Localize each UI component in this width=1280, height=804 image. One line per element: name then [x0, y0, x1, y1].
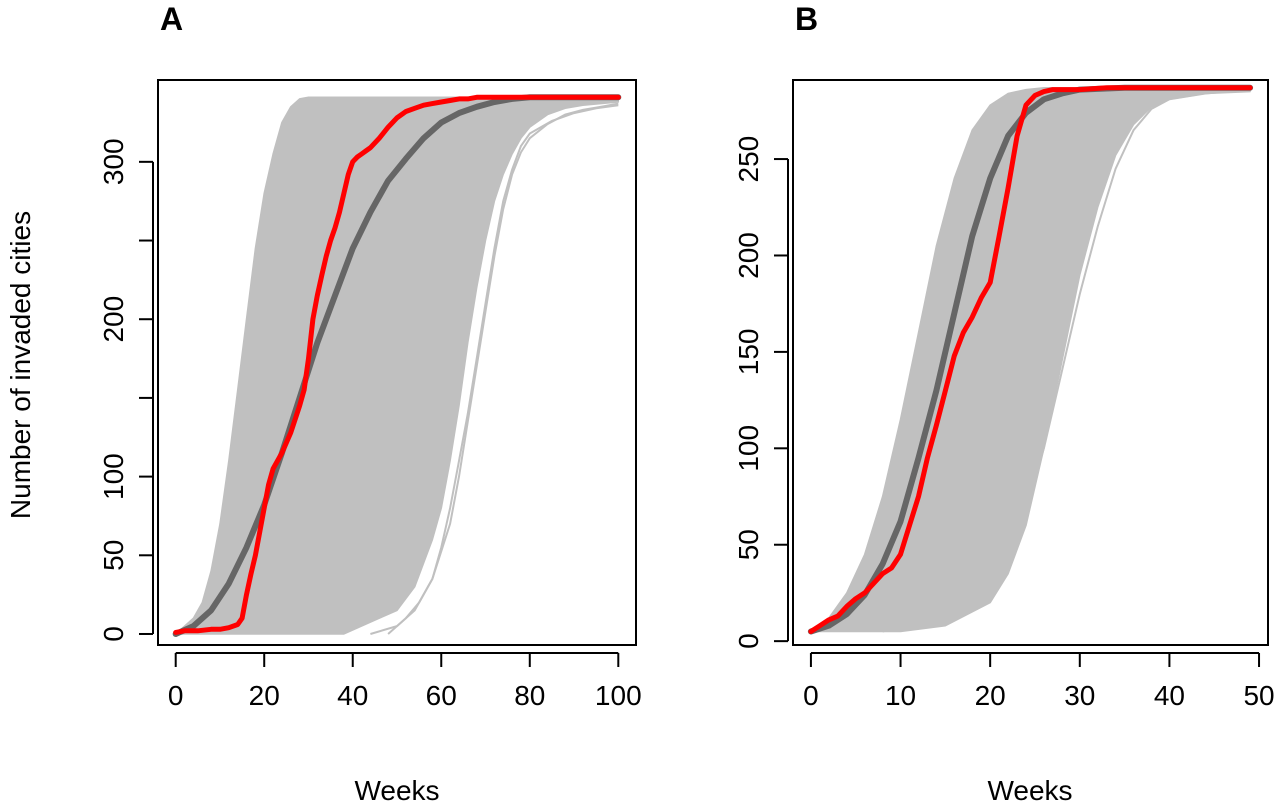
panel-b-simulation-run-0 — [882, 88, 1251, 633]
panel-b-x-tick-label-40: 40 — [1154, 680, 1185, 711]
panel-b-x-tick-label-50: 50 — [1243, 680, 1274, 711]
panel-a-y-tick-label-100: 100 — [98, 453, 129, 500]
panel-a-x-axis-title: Weeks — [354, 775, 439, 804]
panel-a-series-layer — [172, 94, 622, 637]
panel-a-x-tick-label-20: 20 — [249, 680, 280, 711]
panel-a-x-tick-label-0: 0 — [168, 680, 184, 711]
panel-b-envelope-layer — [810, 86, 1251, 633]
panel-b-x-tick-label-10: 10 — [885, 680, 916, 711]
panel-a-y-tick-label-0: 0 — [98, 626, 129, 642]
panel-a-y-tick-label-200: 200 — [98, 296, 129, 343]
panel-b-y-tick-label-200: 200 — [733, 232, 764, 279]
panel-a-y-tick-label-50: 50 — [98, 540, 129, 571]
panel-a-observed-curve — [173, 94, 621, 635]
panel-b-observed-curve — [808, 85, 1253, 634]
panel-a-envelope-layer — [174, 96, 620, 635]
panel-b-x-tick-label-30: 30 — [1064, 680, 1095, 711]
panel-a: A 0 20 40 60 80 100 0 50 100 200 300 Weeks — [98, 1, 642, 804]
panel-b-x-tick-label-0: 0 — [803, 680, 819, 711]
panel-a-x-tick-label-60: 60 — [426, 680, 457, 711]
panel-b-x-axis: 0 10 20 30 40 50 — [803, 652, 1275, 711]
panel-a-plot-frame — [157, 79, 637, 646]
panel-a-y-tick-label-300: 300 — [98, 138, 129, 185]
panel-b-x-tick-label-20: 20 — [975, 680, 1006, 711]
panel-a-y-axis: 0 50 100 200 300 — [98, 138, 154, 642]
panel-b-x-axis-title: Weeks — [987, 775, 1072, 804]
panel-b-y-tick-label-100: 100 — [733, 425, 764, 472]
panel-a-x-tick-label-40: 40 — [337, 680, 368, 711]
panel-a-simulation-run-1 — [370, 102, 619, 635]
shared-y-axis-title: Number of invaded cities — [5, 211, 36, 519]
panel-b-y-tick-label-0: 0 — [733, 633, 764, 649]
panel-b-y-axis: 0 50 100 150 200 250 — [733, 136, 789, 649]
panel-b: B 0 10 20 30 40 50 0 50 100 150 200 250 Weeks — [733, 1, 1275, 804]
panel-b-y-tick-label-150: 150 — [733, 329, 764, 376]
panel-b-simulation-band — [810, 86, 1251, 633]
panel-a-x-tick-label-100: 100 — [595, 680, 642, 711]
panel-a-label: A — [160, 1, 183, 37]
panel-b-y-tick-label-250: 250 — [733, 136, 764, 183]
panel-b-label: B — [795, 1, 818, 37]
panel-a-x-axis: 0 20 40 60 80 100 — [168, 652, 642, 711]
panel-b-plot-frame — [792, 79, 1269, 646]
panel-b-y-tick-label-50: 50 — [733, 529, 764, 560]
panel-b-series-layer — [807, 84, 1254, 635]
panel-a-x-tick-label-80: 80 — [514, 680, 545, 711]
